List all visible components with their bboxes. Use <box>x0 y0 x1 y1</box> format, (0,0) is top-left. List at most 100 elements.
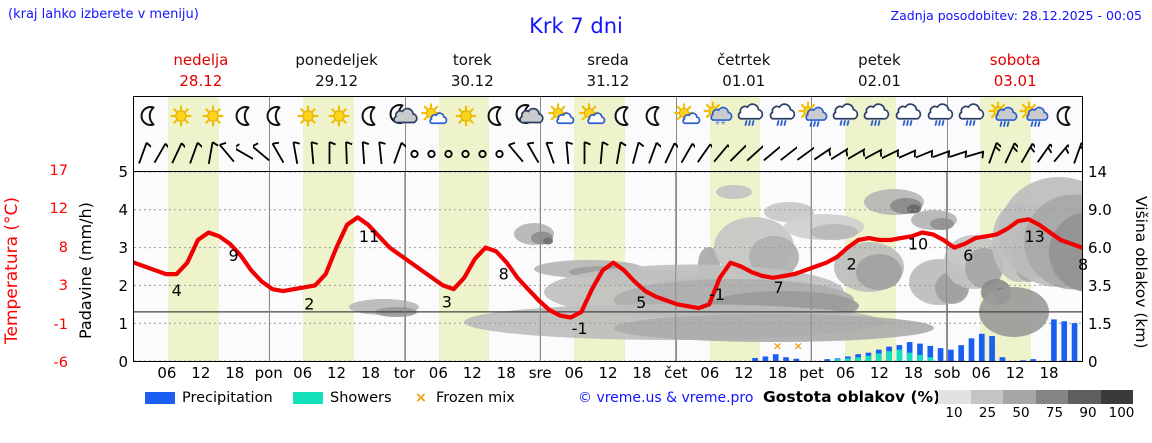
temp-extreme-label-right: 8 <box>1078 255 1089 274</box>
svg-text:✳: ✳ <box>715 120 720 127</box>
shower-bar-9 <box>865 355 872 361</box>
wind-barb <box>287 135 304 171</box>
weather-icon-sun <box>197 97 229 135</box>
wind-barb <box>1035 135 1052 171</box>
wind-barb <box>185 135 202 171</box>
prec-ticks-tick-3: 2 <box>118 277 128 295</box>
weather-icon-moon <box>229 97 261 135</box>
prec-ticks-tick-5: 0 <box>118 353 128 371</box>
wind-barb <box>865 135 882 171</box>
x-tick-06-24: 06 <box>971 364 991 382</box>
wind-barb <box>678 135 695 171</box>
day-date: 03.01 <box>993 72 1037 90</box>
x-tick-čet-15: čet <box>664 364 688 382</box>
precip-bar-4 <box>793 358 800 361</box>
temp-extreme-label-0: 4 <box>172 281 182 300</box>
x-tick-12-1: 12 <box>191 364 211 382</box>
wind-barb <box>406 135 423 171</box>
x-tick-pon-3: pon <box>254 364 283 382</box>
x-tick-06-4: 06 <box>293 364 313 382</box>
day-header-4: četrtek 01.01 <box>676 50 812 94</box>
day-date: 31.12 <box>586 72 630 90</box>
legend-frozen-mix-label: Frozen mix <box>436 390 515 406</box>
wind-barb <box>950 135 967 171</box>
day-date: 02.01 <box>857 72 901 90</box>
wind-barb <box>338 135 355 171</box>
temp-ticks-tick-1: 12 <box>49 201 68 218</box>
temp-ticks-tick-4: -1 <box>53 316 68 333</box>
wind-barb <box>559 135 576 171</box>
wind-barb <box>797 135 814 171</box>
copyright-link[interactable]: © vreme.us & vreme.pro <box>578 390 754 406</box>
wind-barb <box>491 135 508 171</box>
day-name: torek <box>452 51 492 69</box>
precip-bar-23 <box>1020 360 1026 361</box>
wind-barb-row <box>134 135 1082 171</box>
cloud-density-step-1 <box>970 390 1003 404</box>
wind-barb <box>542 135 559 171</box>
day-date: 30.12 <box>450 72 494 90</box>
weather-icon-moon <box>608 97 640 135</box>
x-tick-sre-11: sre <box>528 364 552 382</box>
frozen-mix-marker-1: × <box>793 340 802 353</box>
legend-precipitation: Precipitation <box>145 390 273 406</box>
weather-icon-cloud-rain <box>861 97 893 135</box>
weather-icon-cloud-rain <box>734 97 766 135</box>
weather-icon-sun-cloud <box>545 97 577 135</box>
weather-icon-sun <box>450 97 482 135</box>
weather-icon-sun-cloud <box>418 97 450 135</box>
cloud-blob-29 <box>965 248 1003 288</box>
x-tick-18-22: 18 <box>903 364 923 382</box>
temp-extreme-label-8: -1 <box>709 285 725 304</box>
day-header-5: petek 02.01 <box>812 50 948 94</box>
shower-bar-13 <box>906 352 913 361</box>
wind-barb <box>457 135 474 171</box>
weather-icon-sun-cloud-rain <box>1019 97 1051 135</box>
wind-barb <box>644 135 661 171</box>
wind-barb <box>355 135 372 171</box>
wind-barb <box>219 135 236 171</box>
day-name: četrtek <box>717 51 771 69</box>
wind-barb <box>627 135 644 171</box>
precip-bar-1 <box>762 356 769 361</box>
cloud-height-axis-ticks: 14 9.0 6.0 3.5 1.5 0 <box>1088 163 1122 371</box>
day-header-strip: nedelja 28.12 ponedeljek 29.12 torek 30.12 sre… <box>133 50 1083 94</box>
precipitation-axis-title: Padavine (mm/h) <box>76 202 95 340</box>
daylight-band-0 <box>167 97 219 361</box>
precip-bar-26 <box>1061 321 1068 361</box>
weather-icon-moon <box>260 97 292 135</box>
wind-barb <box>746 135 763 171</box>
weather-icon-sun <box>324 97 356 135</box>
legend-showers: Showers <box>293 390 392 406</box>
weather-icon-sun-cloud <box>671 97 703 135</box>
weather-icon-cloud-snow-sun: ✳ ✳ <box>703 97 735 135</box>
day-name: petek <box>858 51 901 69</box>
x-tick-18-10: 18 <box>496 364 516 382</box>
wind-barb <box>933 135 950 171</box>
precip-bar-20 <box>978 333 985 361</box>
cloud-blob-10 <box>716 185 752 199</box>
prec-ticks-tick-4: 1 <box>118 315 128 333</box>
temp-ticks-tick-0: 17 <box>49 163 68 179</box>
weather-icon-cloud-rain <box>892 97 924 135</box>
shower-bar-12 <box>896 349 903 361</box>
wind-barb <box>916 135 933 171</box>
wind-barb <box>882 135 899 171</box>
temperature-curve <box>134 215 1082 320</box>
weather-icon-moon <box>1050 97 1082 135</box>
x-tick-12-13: 12 <box>598 364 618 382</box>
wind-barb <box>848 135 865 171</box>
weather-icon-sun-cloud-rain <box>987 97 1019 135</box>
wind-barb <box>763 135 780 171</box>
wind-barb <box>525 135 542 171</box>
wind-barb <box>814 135 831 171</box>
weather-icon-cloud-rain <box>924 97 956 135</box>
wind-barb <box>593 135 610 171</box>
temperature-axis-ticks: 17 12 8 3 -1 -6 <box>34 160 68 372</box>
legend-frozen-mix: × Frozen mix <box>413 390 515 406</box>
wind-barb <box>253 135 270 171</box>
day-header-6: sobota 03.01 <box>947 50 1083 94</box>
wind-barb <box>236 135 253 171</box>
cloud-ticks-tick-2: 6.0 <box>1088 239 1112 257</box>
precip-bar-3 <box>783 357 789 361</box>
